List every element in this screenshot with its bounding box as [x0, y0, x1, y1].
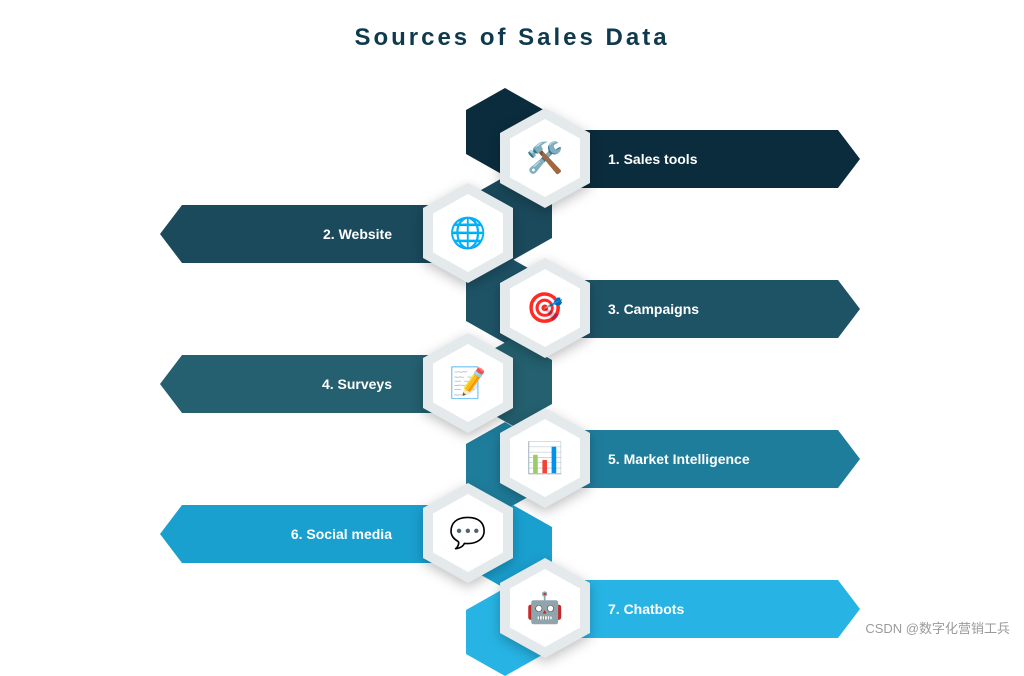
arrow-tip	[160, 205, 182, 263]
arrow-tip	[838, 280, 860, 338]
arrow-tip	[160, 355, 182, 413]
infographic-canvas: 1. Sales tools2. Website3. Campaigns4. S…	[0, 0, 1024, 645]
arrow-tip	[838, 580, 860, 638]
item-hex-7: 🤖	[500, 558, 590, 658]
item-hex-5: 📊	[500, 408, 590, 508]
arrow-tip	[838, 430, 860, 488]
arrow-tip	[160, 505, 182, 563]
watermark-text: CSDN @数字化营销工兵	[865, 618, 1010, 637]
arrow-tip	[838, 130, 860, 188]
item-hex-3: 🎯	[500, 258, 590, 358]
item-hex-1: 🛠️	[500, 108, 590, 208]
